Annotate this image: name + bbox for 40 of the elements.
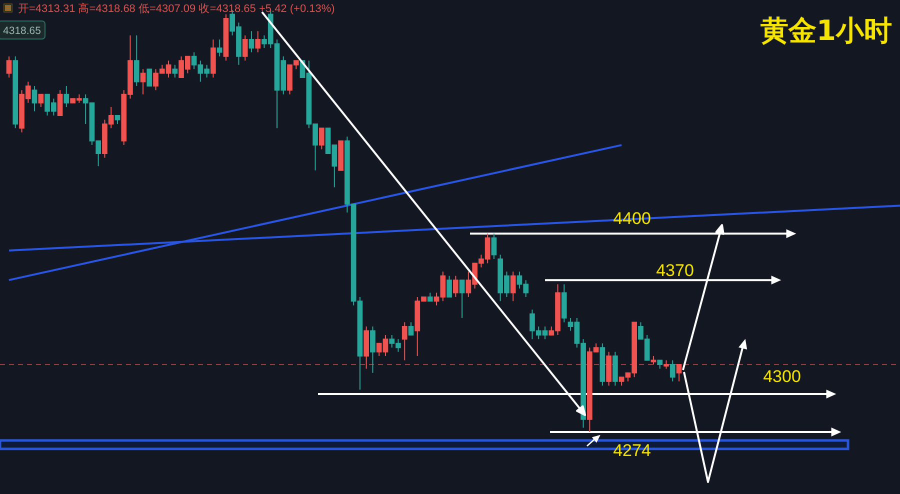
candlestick <box>242 34 248 62</box>
candlestick <box>676 364 682 382</box>
candlestick <box>670 360 676 382</box>
candlestick <box>6 56 12 78</box>
candlestick <box>561 284 567 323</box>
candlestick <box>657 360 663 370</box>
candlestick <box>510 271 516 302</box>
candlestick <box>32 85 38 112</box>
candlestick <box>216 39 222 57</box>
candlestick <box>427 292 433 302</box>
candlestick <box>612 351 618 386</box>
candlestick <box>255 30 261 53</box>
candlestick <box>12 56 18 129</box>
candlestick <box>452 275 458 298</box>
candlestick <box>664 360 669 370</box>
candlestick <box>64 85 70 108</box>
candlestick <box>318 128 324 150</box>
candlestick <box>172 64 178 78</box>
annotation: 开=4313.31 高=4318.68 低=4307.09 收=4318.65 +5.42 (+0.13%) <box>18 2 335 15</box>
candlestick <box>459 280 465 319</box>
candlestick <box>408 322 414 336</box>
candlestick <box>146 68 152 86</box>
candlestick <box>446 275 452 298</box>
candlestick <box>606 351 612 386</box>
candlestick <box>650 356 656 365</box>
candlestick <box>491 233 497 260</box>
candlestick <box>210 39 216 78</box>
candlestick <box>370 326 376 374</box>
candlestick <box>248 30 254 53</box>
annotation: 4318.65 <box>3 25 42 37</box>
candlestick <box>38 94 44 108</box>
candlestick <box>402 322 408 361</box>
text: 4300 <box>763 367 801 386</box>
candlestick <box>140 68 146 95</box>
candlestick <box>114 115 120 124</box>
text: 黄金1小时 <box>760 14 892 47</box>
candlestick <box>364 326 370 370</box>
annotation: 4370 <box>656 261 694 280</box>
candlestick <box>134 34 140 86</box>
candlestick <box>338 140 344 171</box>
